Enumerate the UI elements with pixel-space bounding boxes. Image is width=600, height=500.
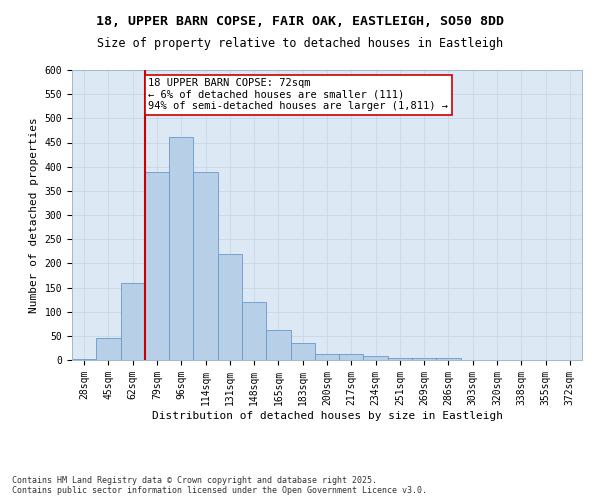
Text: Size of property relative to detached houses in Eastleigh: Size of property relative to detached ho… bbox=[97, 38, 503, 51]
Y-axis label: Number of detached properties: Number of detached properties bbox=[29, 117, 39, 313]
Bar bbox=[145, 172, 169, 360]
Text: 18, UPPER BARN COPSE, FAIR OAK, EASTLEIGH, SO50 8DD: 18, UPPER BARN COPSE, FAIR OAK, EASTLEIG… bbox=[96, 15, 504, 28]
Text: Contains HM Land Registry data © Crown copyright and database right 2025.
Contai: Contains HM Land Registry data © Crown c… bbox=[12, 476, 427, 495]
Bar bbox=[72, 358, 96, 360]
X-axis label: Distribution of detached houses by size in Eastleigh: Distribution of detached houses by size … bbox=[151, 410, 503, 420]
Bar bbox=[193, 172, 218, 360]
Bar bbox=[242, 302, 266, 360]
Bar bbox=[412, 358, 436, 360]
Bar bbox=[121, 282, 145, 360]
Bar bbox=[218, 254, 242, 360]
Bar bbox=[266, 330, 290, 360]
Bar bbox=[339, 354, 364, 360]
Bar bbox=[290, 343, 315, 360]
Bar bbox=[315, 354, 339, 360]
Bar bbox=[169, 136, 193, 360]
Text: 18 UPPER BARN COPSE: 72sqm
← 6% of detached houses are smaller (111)
94% of semi: 18 UPPER BARN COPSE: 72sqm ← 6% of detac… bbox=[149, 78, 449, 112]
Bar bbox=[96, 338, 121, 360]
Bar bbox=[364, 356, 388, 360]
Bar bbox=[436, 358, 461, 360]
Bar bbox=[388, 358, 412, 360]
